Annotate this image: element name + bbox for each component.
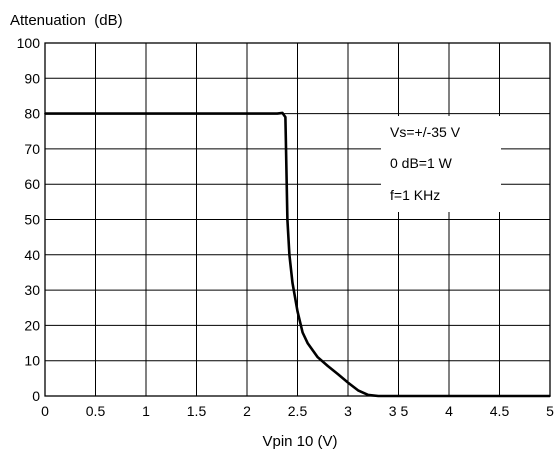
data-point [281,112,284,114]
data-point [347,381,349,384]
data-point [448,395,450,397]
data-point [397,395,400,397]
data-point [44,112,46,115]
y-tick-label: 50 [24,212,40,228]
data-point [377,395,380,397]
x-tick-label: 4 [445,403,453,419]
y-tick-label: 20 [24,317,40,333]
series-points [44,112,551,397]
data-point [284,116,287,118]
x-tick-label: 5 [546,403,554,419]
y-tick-label: 90 [24,70,40,86]
y-tick-label: 10 [24,353,40,369]
annotation-frequency: f=1 KHz [390,187,440,203]
data-point [357,389,359,392]
data-point [337,373,339,375]
data-point [296,310,299,313]
data-point [327,365,329,367]
x-tick-label: 0.5 [86,403,106,419]
annotation-reference-level: 0 dB=1 W [390,155,453,171]
y-tick-label: 80 [24,106,40,122]
data-point [301,331,304,334]
annotation-supply-voltage: Vs=+/-35 V [390,124,461,140]
y-tick-label: 60 [24,176,40,192]
series-line [45,111,550,398]
x-tick-label: 3 [344,403,352,419]
x-tick-label: 2.5 [288,403,308,419]
data-point [276,112,279,115]
y-tick-label: 70 [24,141,40,157]
x-tick-label: 1.5 [187,403,207,419]
y-axis-title: Attenuation (dB) [10,12,123,29]
tick-labels: 0 0.5 1 1.5 2 2.5 3 3 5 4 4.5 50102030405060708090… [17,35,554,419]
data-point [367,394,370,396]
y-tick-label: 40 [24,247,40,263]
x-tick-label: 1 [142,403,150,419]
x-tick-label: 0 [41,403,49,419]
data-point [286,218,289,221]
data-point [291,282,294,284]
x-tick-label: 3 5 [389,403,409,419]
y-tick-label: 100 [17,35,41,51]
data-point [306,342,309,344]
data-point [288,254,291,256]
x-tick-label: 2 [243,403,251,419]
x-tick-label: 4.5 [490,403,510,419]
data-point [316,356,319,358]
data-point [549,395,551,397]
grid [44,42,551,397]
y-tick-label: 30 [24,282,40,298]
plot-frame [44,42,551,397]
x-axis-title: Vpin 10 (V) [262,433,337,450]
y-tick-label: 0 [32,388,40,404]
annotation-box [381,116,501,212]
